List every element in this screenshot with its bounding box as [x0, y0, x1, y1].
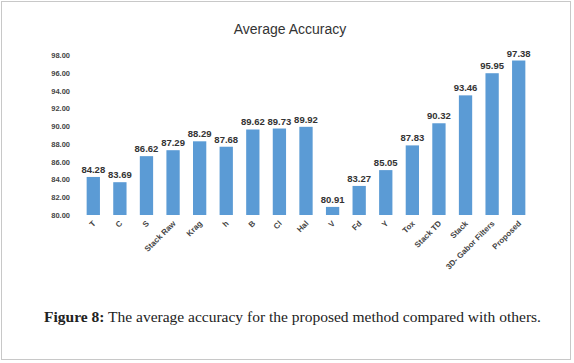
y-tick-label: 82.00 — [51, 193, 70, 202]
data-label: 95.95 — [480, 60, 504, 71]
bar — [220, 147, 233, 215]
caption-text: The average accuracy for the proposed me… — [108, 308, 541, 325]
bar — [273, 129, 286, 215]
y-tick-label: 90.00 — [51, 122, 70, 131]
x-tick-label: Stack Raw — [143, 219, 178, 254]
bar — [193, 141, 206, 215]
bar — [87, 177, 100, 215]
data-label: 85.05 — [374, 157, 398, 168]
x-tick-label: T — [88, 219, 98, 229]
x-tick-label: V — [327, 219, 338, 230]
bar — [353, 186, 366, 215]
y-tick-label: 98.00 — [51, 51, 70, 60]
x-tick-label: Fd — [350, 219, 363, 232]
x-tick-label: Stack TD — [413, 219, 444, 250]
caption: Figure 8: The average accuracy for the p… — [44, 305, 559, 329]
y-tick-label: 86.00 — [51, 158, 70, 167]
y-tick-label: 96.00 — [51, 69, 70, 78]
data-label: 87.29 — [161, 137, 185, 148]
data-label: 83.27 — [347, 173, 371, 184]
bar — [485, 73, 498, 215]
data-label: 86.62 — [135, 143, 159, 154]
bar — [140, 156, 153, 215]
data-label: 93.46 — [454, 82, 478, 93]
data-label: 83.69 — [108, 169, 132, 180]
bar — [246, 129, 259, 215]
bar — [459, 95, 472, 215]
x-tick-label: Y — [380, 219, 391, 230]
bar — [432, 123, 445, 215]
bar — [326, 207, 339, 215]
y-tick-label: 84.00 — [51, 175, 70, 184]
data-label: 89.73 — [268, 116, 292, 127]
x-tick-label: 3D- Gabor Filters — [444, 219, 497, 272]
data-label: 90.32 — [427, 110, 451, 121]
x-tick-label: Cl — [272, 219, 284, 231]
y-tick-label: 88.00 — [51, 140, 70, 149]
x-tick-label: C — [114, 219, 125, 230]
y-tick-label: 80.00 — [51, 211, 70, 220]
bar — [299, 127, 312, 215]
data-label: 89.92 — [294, 114, 318, 125]
x-tick-label: Stack — [448, 219, 470, 241]
bar — [406, 145, 419, 215]
bar — [512, 61, 525, 215]
bars — [87, 61, 526, 215]
bar — [379, 170, 392, 215]
data-label: 80.91 — [321, 194, 345, 205]
data-label: 87.83 — [400, 132, 424, 143]
x-tick-label: h — [221, 219, 231, 229]
x-tick-label: Tox — [401, 219, 417, 235]
data-label: 87.68 — [214, 134, 238, 145]
data-label: 88.29 — [188, 128, 212, 139]
caption-label: Figure 8: — [44, 308, 104, 325]
chart: Average Accuracy 80.00 82.00 84.00 86.00 88.0… — [0, 0, 574, 300]
x-tick-label: B — [247, 219, 258, 230]
data-label: 89.62 — [241, 116, 265, 127]
y-tick-label: 94.00 — [51, 87, 70, 96]
bar — [166, 150, 179, 215]
y-tick-label: 92.00 — [51, 104, 70, 113]
title: Average Accuracy — [234, 21, 347, 37]
x-tick-label: Hal — [295, 219, 310, 234]
data-label: 97.38 — [507, 48, 531, 59]
bar — [113, 182, 126, 215]
data-label: 84.28 — [81, 164, 105, 175]
x-tick-label: Krag — [185, 219, 204, 238]
x-tick-label: S — [141, 219, 152, 230]
x-tick-label: Proposed — [491, 219, 524, 252]
